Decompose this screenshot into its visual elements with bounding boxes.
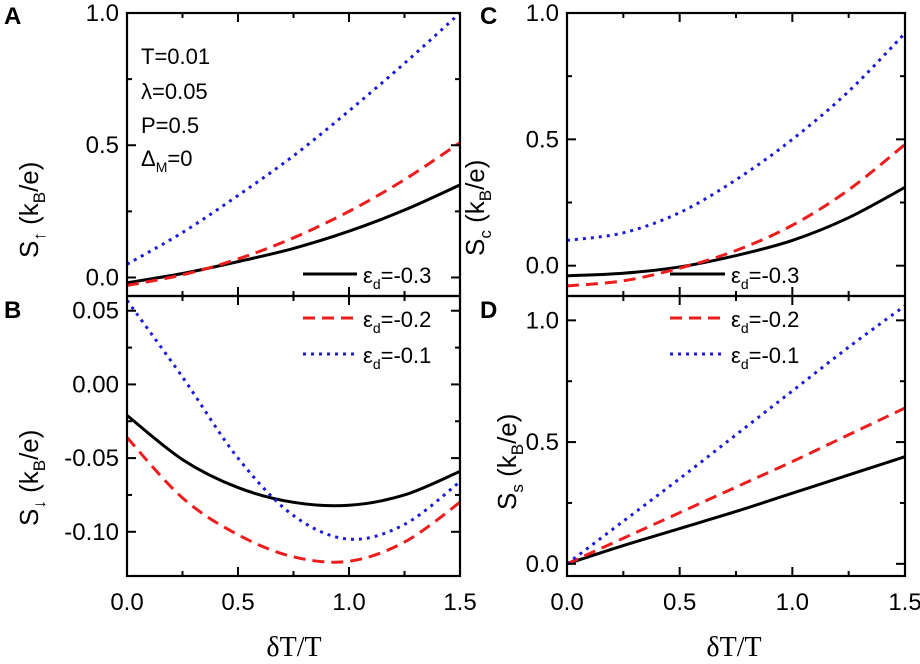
ytick-label-b-0: -0.10 xyxy=(64,519,119,546)
legend-right-label-2: εd=-0.2 xyxy=(731,307,799,336)
ytick-label-b-3: 0.05 xyxy=(72,298,119,325)
ytick-label-d-0: 0.0 xyxy=(526,551,559,578)
series-line-b-2 xyxy=(127,436,460,564)
legend-right-label-3: εd=-0.1 xyxy=(731,343,799,372)
xtick-label-d-1: 0.5 xyxy=(663,589,696,616)
ytick-label-b-1: -0.05 xyxy=(64,445,119,472)
xtick-label-d-0: 0.0 xyxy=(550,589,583,616)
series-line-a-1 xyxy=(127,183,460,285)
param-t: T=0.01 xyxy=(141,44,210,69)
legend-left-label-3: εd=-0.1 xyxy=(363,343,431,372)
panel-letter-b: B xyxy=(4,297,21,324)
ylabel-b: S↓ (kB/e) xyxy=(14,430,49,526)
legend-left: εd=-0.3 εd=-0.2 εd=-0.1 xyxy=(303,263,431,372)
series-line-c-1 xyxy=(567,186,905,278)
plot-frame-c xyxy=(565,11,907,298)
xtick-label-b-3: 1.5 xyxy=(443,589,476,616)
xlabel-left: δT/T xyxy=(266,632,321,663)
legend-left-label-1: εd=-0.3 xyxy=(363,263,431,292)
ytick-label-a-0: 0.0 xyxy=(86,264,119,291)
series-line-c-2 xyxy=(567,143,905,288)
ytick-label-d-2: 1.0 xyxy=(526,307,559,334)
param-p: P=0.5 xyxy=(141,113,199,138)
ylabel-d: Ss (kB/e) xyxy=(492,414,527,510)
ytick-label-d-1: 0.5 xyxy=(526,429,559,456)
xtick-label-b-1: 0.5 xyxy=(221,589,254,616)
series-line-b-1 xyxy=(127,414,460,508)
panel-c: 0.0 0.5 1.0 xyxy=(526,0,907,298)
xtick-label-b-2: 1.0 xyxy=(332,589,365,616)
legend-right: εd=-0.3 εd=-0.2 εd=-0.1 xyxy=(670,263,799,372)
series-line-b-3 xyxy=(127,299,460,541)
ylabel-c: Sc (kB/e) xyxy=(460,160,495,256)
panel-d: 0.0 0.5 1.0 1.5 0.0 0.5 1.0 xyxy=(526,294,920,616)
panel-letter-c: C xyxy=(480,3,497,30)
xtick-label-d-3: 1.5 xyxy=(888,589,920,616)
ytick-label-c-2: 1.0 xyxy=(526,0,559,27)
param-lambda: λ=0.05 xyxy=(141,79,208,104)
series-line-a-2 xyxy=(127,141,460,287)
ytick-label-c-1: 0.5 xyxy=(526,126,559,153)
panel-b: 0.0 0.5 1.0 1.5 -0.10 -0.05 0.00 0.05 xyxy=(64,294,477,616)
series-line-d-2 xyxy=(567,406,905,566)
parameter-annotations: T=0.01 λ=0.05 P=0.5 ΔM=0 xyxy=(141,44,210,175)
panel-letter-d: D xyxy=(480,297,497,324)
param-delta-m: ΔM=0 xyxy=(141,146,192,175)
panel-a: 0.0 0.5 1.0 xyxy=(86,0,462,298)
ytick-label-c-0: 0.0 xyxy=(526,253,559,280)
ylabel-a: S↑ (kB/e) xyxy=(14,162,49,258)
panel-letter-a: A xyxy=(4,3,21,30)
plot-frame-b xyxy=(125,294,462,578)
ytick-label-b-2: 0.00 xyxy=(72,371,119,398)
legend-left-label-2: εd=-0.2 xyxy=(363,307,431,336)
legend-right-label-1: εd=-0.3 xyxy=(731,263,799,292)
series-line-c-3 xyxy=(567,32,905,242)
plot-frame-d xyxy=(565,294,907,578)
ytick-label-a-2: 1.0 xyxy=(86,0,119,27)
series-line-d-1 xyxy=(567,455,905,566)
xtick-label-b-0: 0.0 xyxy=(110,589,143,616)
ytick-label-a-1: 0.5 xyxy=(86,132,119,159)
xtick-label-d-2: 1.0 xyxy=(776,589,809,616)
xlabel-right: δT/T xyxy=(706,632,761,663)
